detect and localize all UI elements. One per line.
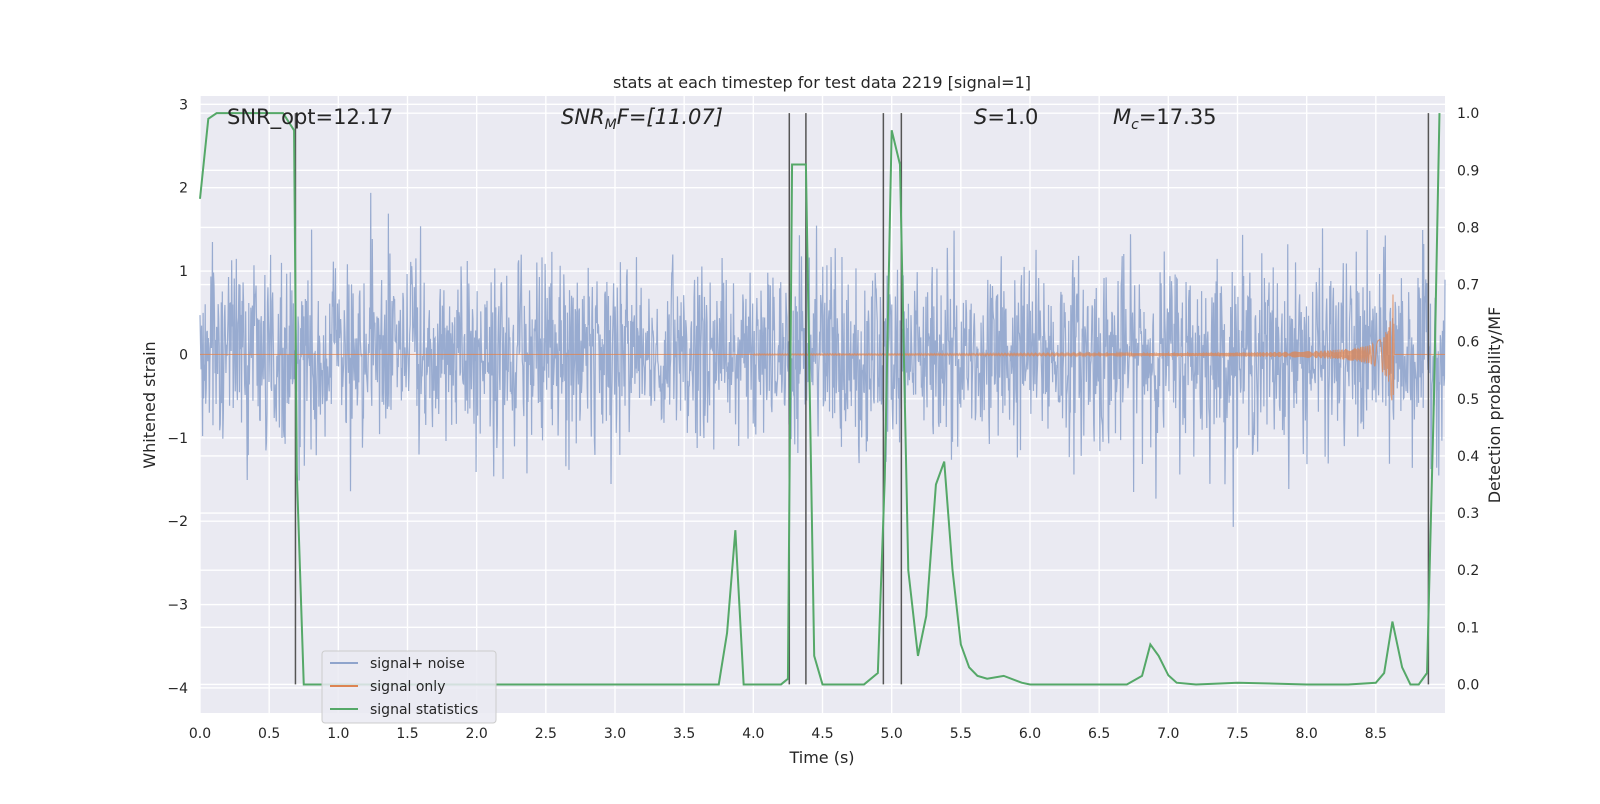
signal-only-line <box>200 294 1445 401</box>
snr-mf-subscript: M <box>605 117 617 133</box>
x-tick-label-11: 5.5 <box>950 726 972 742</box>
legend: signal+ noise signal only signal statist… <box>321 650 497 724</box>
right-y-tick-label-7: 0.3 <box>1457 506 1479 522</box>
left-y-tick-labels: 3 2 1 0 −1 −2 −3 −4 <box>167 97 188 697</box>
x-axis-label: Time (s) <box>788 748 854 767</box>
signal-noise-series <box>199 192 1446 527</box>
x-tick-label-6: 3.0 <box>604 726 626 742</box>
x-tick-label-10: 5.0 <box>881 726 903 742</box>
x-tick-labels: 0.0 0.5 1.0 1.5 2.0 2.5 3.0 3.5 4.0 4.5 5.0 5.5 6.0 6… <box>189 726 1387 742</box>
snr-mf-tail: F=[11.07] <box>617 105 723 129</box>
x-tick-label-9: 4.5 <box>811 726 833 742</box>
left-y-tick-label-2: 1 <box>179 264 188 280</box>
right-y-tick-label-9: 0.1 <box>1457 620 1479 636</box>
x-tick-label-13: 6.5 <box>1088 726 1110 742</box>
right-y-tick-label-3: 0.7 <box>1457 278 1479 294</box>
left-y-tick-label-7: −4 <box>167 681 188 697</box>
mc-tail: =17.35 <box>1139 105 1217 129</box>
x-tick-label-8: 4.0 <box>742 726 764 742</box>
right-y-tick-label-1: 0.9 <box>1457 163 1479 179</box>
s-annotation: S=1.0 <box>974 105 1038 129</box>
s-tail: =1.0 <box>987 105 1038 129</box>
mc-annotation: Mc=17.35 <box>1113 105 1217 133</box>
right-y-tick-label-4: 0.6 <box>1457 335 1479 351</box>
signal-only-series <box>200 294 1445 401</box>
snr-opt-annotation: SNR_opt=12.17 <box>227 105 393 130</box>
x-tick-label-7: 3.5 <box>673 726 695 742</box>
x-tick-label-14: 7.0 <box>1157 726 1179 742</box>
x-tick-label-3: 1.5 <box>396 726 418 742</box>
legend-box <box>321 650 497 724</box>
mc-subscript: c <box>1131 117 1139 133</box>
left-y-tick-label-3: 0 <box>179 347 188 363</box>
legend-label-signal-only: signal only <box>370 679 445 695</box>
right-y-tick-label-10: 0.0 <box>1457 677 1479 693</box>
snr-mf-annotation: SNRMF=[11.07] <box>561 105 723 133</box>
x-tick-label-15: 7.5 <box>1226 726 1248 742</box>
legend-label-signal-noise: signal+ noise <box>370 656 465 672</box>
left-y-axis-label: Whitened strain <box>140 341 159 468</box>
right-y-tick-label-0: 1.0 <box>1457 106 1479 122</box>
x-tick-label-4: 2.0 <box>466 726 488 742</box>
left-y-tick-label-1: 2 <box>179 181 188 197</box>
x-tick-label-12: 6.0 <box>1019 726 1041 742</box>
snr-mf-symbol: SNR <box>561 105 605 129</box>
signal-noise-line <box>199 192 1446 527</box>
left-y-tick-label-0: 3 <box>179 97 188 113</box>
right-y-tick-label-2: 0.8 <box>1457 220 1479 236</box>
right-y-tick-labels: 1.0 0.9 0.8 0.7 0.6 0.5 0.4 0.3 0.2 0.1 0.0 <box>1457 106 1479 693</box>
x-tick-label-1: 0.5 <box>258 726 280 742</box>
right-y-tick-label-8: 0.2 <box>1457 563 1479 579</box>
right-y-axis-label: Detection probability/MF <box>1485 307 1504 504</box>
x-tick-label-0: 0.0 <box>189 726 211 742</box>
right-y-tick-label-6: 0.4 <box>1457 449 1479 465</box>
s-symbol: S <box>974 105 987 129</box>
right-y-tick-label-5: 0.5 <box>1457 392 1479 408</box>
x-tick-label-2: 1.0 <box>327 726 349 742</box>
mc-symbol: M <box>1113 105 1131 129</box>
x-tick-label-16: 8.0 <box>1296 726 1318 742</box>
x-tick-label-5: 2.5 <box>535 726 557 742</box>
x-tick-label-17: 8.5 <box>1365 726 1387 742</box>
legend-label-signal-statistics: signal statistics <box>370 702 478 718</box>
left-y-tick-label-4: −1 <box>167 431 188 447</box>
left-y-tick-label-6: −3 <box>167 598 188 614</box>
chart-title: stats at each timestep for test data 221… <box>613 73 1031 92</box>
left-y-tick-label-5: −2 <box>167 514 188 530</box>
